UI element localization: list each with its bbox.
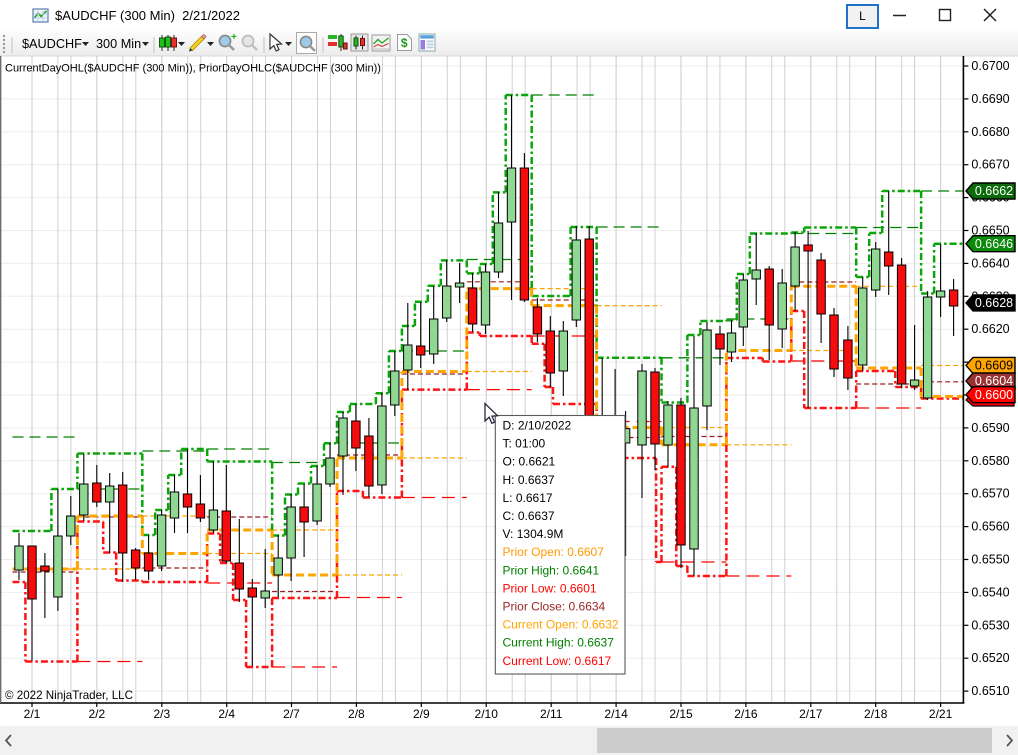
svg-text:0.6550: 0.6550 (971, 553, 1009, 567)
svg-text:0.6640: 0.6640 (971, 256, 1009, 270)
svg-text:2/11: 2/11 (540, 707, 563, 721)
svg-text:2/2: 2/2 (88, 707, 105, 721)
svg-text:2/3: 2/3 (153, 707, 170, 721)
svg-text:0.6580: 0.6580 (971, 454, 1009, 468)
svg-text:0.6680: 0.6680 (971, 125, 1009, 139)
svg-text:$: $ (401, 36, 408, 50)
svg-text:0.6650: 0.6650 (971, 224, 1009, 238)
svg-text:2/21: 2/21 (929, 707, 953, 721)
svg-text:2/8: 2/8 (348, 707, 365, 721)
svg-text:2/15: 2/15 (669, 707, 693, 721)
svg-text:L: 0.6617: L: 0.6617 (503, 491, 553, 505)
svg-text:Prior Open: 0.6607: Prior Open: 0.6607 (503, 545, 605, 559)
svg-text:T: 01:00: T: 01:00 (503, 437, 546, 451)
svg-text:H: 0.6637: H: 0.6637 (503, 473, 555, 487)
svg-text:0.6646: 0.6646 (975, 237, 1013, 251)
svg-text:V: 1304.9M: V: 1304.9M (503, 527, 564, 541)
svg-text:0.6560: 0.6560 (971, 520, 1009, 534)
svg-text:Prior Low: 0.6601: Prior Low: 0.6601 (503, 581, 597, 595)
svg-text:2/9: 2/9 (413, 707, 430, 721)
svg-text:0.6540: 0.6540 (971, 585, 1009, 599)
svg-text:Prior High: 0.6641: Prior High: 0.6641 (503, 563, 600, 577)
svg-text:2/16: 2/16 (734, 707, 758, 721)
svg-text:© 2022 NinjaTrader, LLC: © 2022 NinjaTrader, LLC (5, 689, 133, 702)
svg-text:0.6530: 0.6530 (971, 618, 1009, 632)
svg-text:0.6628: 0.6628 (975, 296, 1013, 310)
svg-text:0.6670: 0.6670 (971, 158, 1009, 172)
svg-text:0.6520: 0.6520 (971, 651, 1009, 665)
svg-text:300 Min: 300 Min (96, 37, 141, 51)
svg-text:2/4: 2/4 (218, 707, 235, 721)
svg-text:0.6690: 0.6690 (971, 92, 1009, 106)
svg-text:0.6662: 0.6662 (975, 184, 1013, 198)
svg-text:2/18: 2/18 (864, 707, 888, 721)
svg-text:+: + (231, 32, 237, 43)
svg-text:Prior Close: 0.6634: Prior Close: 0.6634 (503, 600, 606, 614)
svg-text:CurrentDayOHL($AUDCHF (300 Min: CurrentDayOHL($AUDCHF (300 Min)), PriorD… (5, 63, 381, 75)
svg-text:C: 0.6637: C: 0.6637 (503, 509, 555, 523)
svg-text:0.6570: 0.6570 (971, 487, 1009, 501)
svg-text:2/14: 2/14 (604, 707, 628, 721)
svg-text:Current Low: 0.6617: Current Low: 0.6617 (503, 654, 612, 668)
svg-text:0.6620: 0.6620 (971, 322, 1009, 336)
svg-text:D: 2/10/2022: D: 2/10/2022 (503, 419, 572, 433)
svg-text:2/7: 2/7 (283, 707, 300, 721)
svg-text:2/10: 2/10 (475, 707, 499, 721)
svg-text:Current High: 0.6637: Current High: 0.6637 (503, 636, 615, 650)
svg-text:0.6700: 0.6700 (971, 59, 1009, 73)
svg-text:2/1: 2/1 (24, 707, 41, 721)
svg-text:$AUDCHF: $AUDCHF (22, 37, 82, 51)
svg-text:2/17: 2/17 (799, 707, 823, 721)
svg-text:O: 0.6621: O: 0.6621 (503, 455, 556, 469)
svg-text:0.6609: 0.6609 (975, 359, 1013, 373)
svg-text:0.6604: 0.6604 (975, 374, 1013, 388)
svg-text:0.6600: 0.6600 (975, 388, 1013, 402)
svg-text:Current Open: 0.6632: Current Open: 0.6632 (503, 618, 619, 632)
svg-text:0.6510: 0.6510 (971, 684, 1009, 698)
svg-text:0.6590: 0.6590 (971, 421, 1009, 435)
